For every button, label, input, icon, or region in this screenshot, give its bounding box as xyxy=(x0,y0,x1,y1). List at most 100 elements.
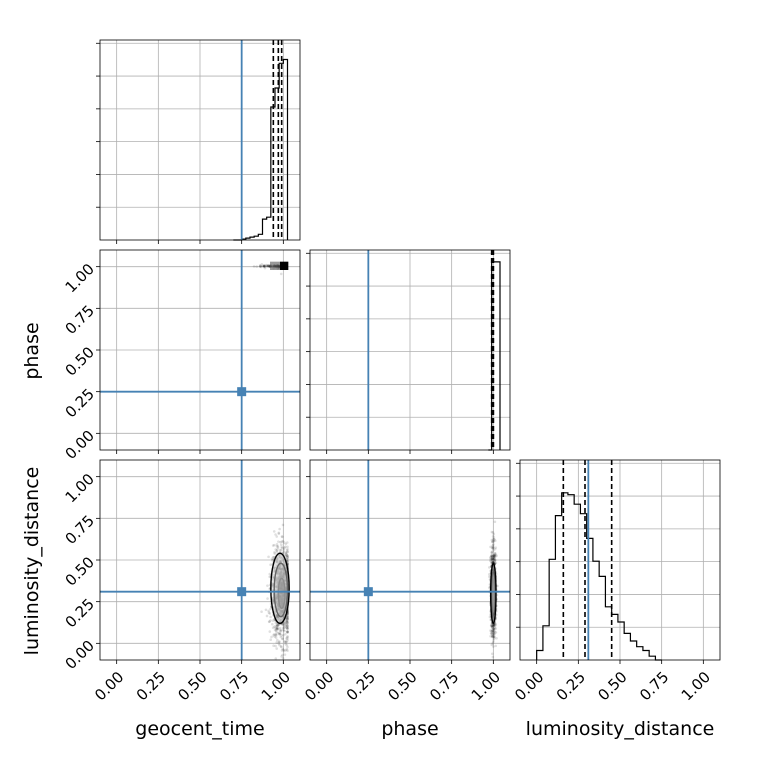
sample-point xyxy=(493,558,497,562)
sample-point xyxy=(286,649,289,652)
sample-point xyxy=(272,634,275,637)
sample-point xyxy=(280,599,284,603)
sample-point xyxy=(286,554,289,557)
sample-point xyxy=(278,572,282,575)
sample-point xyxy=(280,595,283,599)
sample-point xyxy=(490,558,493,562)
sample-point xyxy=(275,627,279,630)
sample-point xyxy=(494,631,498,634)
sample-point xyxy=(276,603,280,606)
sample-point xyxy=(285,554,289,558)
sample-point xyxy=(279,664,282,667)
panel-border xyxy=(309,249,511,451)
sample-point xyxy=(282,575,286,579)
sample-point xyxy=(285,616,289,620)
sample-point xyxy=(280,604,283,607)
sample-point xyxy=(281,626,285,630)
sample-point xyxy=(281,523,285,527)
sample-point xyxy=(280,634,283,637)
sample-point xyxy=(492,635,496,639)
sample-point xyxy=(279,573,283,577)
sample-point xyxy=(280,584,283,588)
sample-point xyxy=(493,539,497,543)
sample-point xyxy=(280,608,283,612)
sample-point xyxy=(262,264,266,268)
sample-point xyxy=(278,632,282,636)
sample-point xyxy=(281,593,284,597)
sample-point xyxy=(284,642,287,646)
sample-point xyxy=(281,597,284,601)
sample-point xyxy=(490,551,494,554)
sample-point xyxy=(276,576,280,579)
sample-point xyxy=(491,634,494,638)
sample-point xyxy=(279,586,282,590)
sample-point xyxy=(494,546,498,549)
sample-point xyxy=(281,598,285,602)
sample-point xyxy=(279,618,283,622)
sample-point xyxy=(278,587,282,591)
sample-point xyxy=(279,583,283,587)
sample-point xyxy=(275,561,279,564)
sample-point xyxy=(275,593,279,596)
sample-point xyxy=(285,640,288,644)
sample-point xyxy=(280,575,283,579)
sample-point xyxy=(276,624,280,628)
sample-point xyxy=(279,583,283,587)
sample-point xyxy=(278,586,282,590)
sample-point xyxy=(277,569,280,573)
sample-point xyxy=(286,624,289,628)
sample-point xyxy=(279,582,283,585)
sample-point xyxy=(279,582,283,586)
sample-point xyxy=(493,632,496,636)
sample-point xyxy=(284,542,288,546)
sample-point xyxy=(280,586,283,589)
sample-point xyxy=(491,629,495,632)
sample-point xyxy=(279,272,283,276)
sample-point xyxy=(275,601,278,605)
sample-point xyxy=(280,609,283,612)
sample-point xyxy=(491,531,495,534)
sample-point xyxy=(277,608,281,611)
sample-point xyxy=(494,644,498,648)
sample-point xyxy=(281,584,284,588)
sample-point xyxy=(263,265,267,268)
sample-point xyxy=(282,628,285,631)
sample-point xyxy=(277,554,281,557)
sample-point xyxy=(278,609,282,612)
sample-point xyxy=(276,571,279,575)
sample-point xyxy=(281,582,284,585)
x-tick-label: 0.50 xyxy=(174,668,210,704)
sample-point xyxy=(280,599,284,603)
x-tick-label: 0.50 xyxy=(594,668,630,704)
sample-point xyxy=(263,264,266,268)
sample-point xyxy=(491,627,495,631)
sample-point xyxy=(269,563,272,566)
sample-point xyxy=(276,638,279,642)
sample-point xyxy=(489,554,493,558)
sample-point xyxy=(275,558,279,561)
sample-point xyxy=(491,547,495,550)
sample-point xyxy=(280,567,283,571)
sample-point xyxy=(271,622,274,626)
sample-point xyxy=(277,540,280,543)
sample-point xyxy=(278,574,282,578)
sample-point xyxy=(277,567,281,570)
sample-point xyxy=(279,587,283,590)
sample-point xyxy=(278,631,281,635)
sample-point xyxy=(281,582,284,586)
sample-point xyxy=(274,585,278,588)
sample-point xyxy=(281,582,284,586)
sample-point xyxy=(281,575,285,578)
sample-point xyxy=(278,618,282,621)
sample-point xyxy=(278,626,282,630)
sample-point xyxy=(279,543,283,547)
sample-point xyxy=(278,553,282,557)
sample-point xyxy=(286,635,289,638)
sample-point xyxy=(283,653,287,656)
sample-point xyxy=(271,597,275,600)
sample-point xyxy=(276,577,280,580)
sample-point xyxy=(277,556,281,560)
sample-point xyxy=(490,554,494,557)
sample-point xyxy=(275,544,279,548)
sample-point xyxy=(286,645,289,649)
